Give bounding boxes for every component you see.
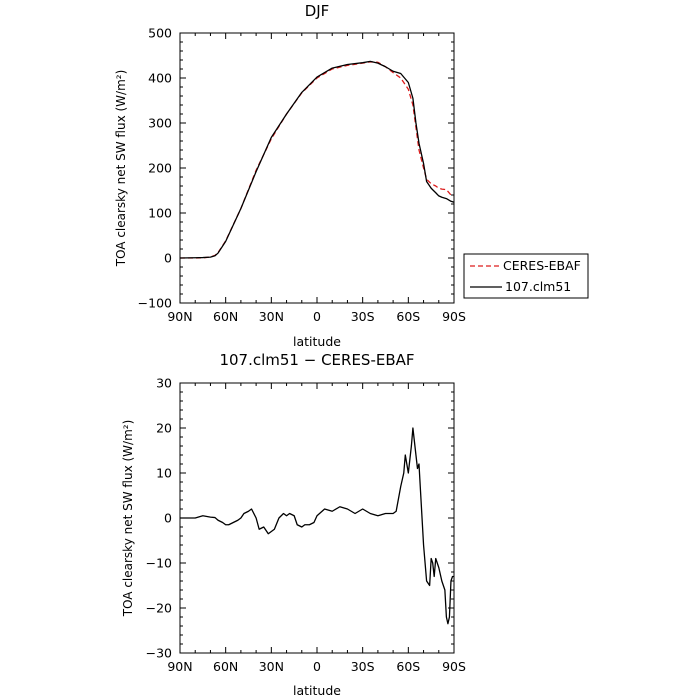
- bottom-panel: 107.clm51 − CERES-EBAF 90N 60N 30N 0 30S 60S 9…: [121, 351, 466, 698]
- top-ytick-label: −100: [138, 296, 172, 311]
- bottom-chart-title: 107.clm51 − CERES-EBAF: [219, 351, 414, 369]
- top-series-line-ceres-ebaf: [180, 61, 455, 259]
- bottom-ytick-label: 30: [156, 376, 172, 391]
- bottom-plot-frame: [179, 382, 455, 654]
- bottom-xtick-label: 0: [313, 659, 321, 674]
- legend-box: [463, 253, 589, 299]
- bottom-xtick-label: 30S: [351, 659, 375, 674]
- bottom-ytick-label: 10: [156, 466, 172, 481]
- top-xtick-label: 30N: [259, 309, 284, 324]
- legend-label-clm51: 107.clm51: [505, 279, 571, 294]
- legend-label-ceres: CERES-EBAF: [503, 258, 581, 273]
- top-chart-title: DJF: [305, 2, 330, 20]
- legend: CERES-EBAF 107.clm51: [463, 253, 589, 299]
- bottom-ytick-label: −20: [146, 601, 172, 616]
- top-axes: 90N 60N 30N 0 30S 60S 90S −100 0 100 200 300 400 500: [138, 26, 466, 325]
- top-plot-frame: [179, 32, 455, 304]
- top-ytick-label: 300: [148, 116, 172, 131]
- top-ytick-label: 500: [148, 26, 172, 41]
- bottom-series-line-107-clm51: [180, 427, 454, 625]
- bottom-xtick-label: 60S: [396, 659, 420, 674]
- top-ytick-label: 0: [164, 251, 172, 266]
- bottom-y-axis-label: TOA clearsky net SW flux (W/m²): [121, 420, 135, 618]
- top-xtick-label: 30S: [351, 309, 375, 324]
- bottom-ytick-label: −30: [146, 646, 172, 661]
- bottom-x-axis-label: latitude: [293, 683, 341, 698]
- bottom-series-group: [180, 427, 454, 625]
- bottom-ytick-label: 20: [156, 421, 172, 436]
- bottom-ytick-label: −10: [146, 556, 172, 571]
- top-series-line-107-clm51: [179, 60, 455, 259]
- bottom-xtick-label: 90N: [167, 659, 192, 674]
- top-ytick-label: 200: [148, 161, 172, 176]
- top-ytick-label: 400: [148, 71, 172, 86]
- top-y-axis-label: TOA clearsky net SW flux (W/m²): [114, 70, 128, 268]
- bottom-xtick-label: 60N: [213, 659, 238, 674]
- bottom-ytick-label: 0: [164, 511, 172, 526]
- top-xtick-label: 0: [313, 309, 321, 324]
- top-xtick-label: 90S: [442, 309, 466, 324]
- top-panel: DJF 90N 60N 30N 0 30S 60S 90S −100 0 100 200 300 400…: [114, 2, 589, 349]
- bottom-axes: 90N 60N 30N 0 30S 60S 90S −30 −20 −10 0 10 20 30: [146, 376, 466, 675]
- top-series-group: [179, 60, 455, 259]
- bottom-xtick-label: 90S: [442, 659, 466, 674]
- bottom-xtick-label: 30N: [259, 659, 284, 674]
- top-x-axis-label: latitude: [293, 334, 341, 349]
- top-xtick-label: 90N: [167, 309, 192, 324]
- top-xtick-label: 60N: [213, 309, 238, 324]
- top-xtick-label: 60S: [396, 309, 420, 324]
- top-ytick-label: 100: [148, 206, 172, 221]
